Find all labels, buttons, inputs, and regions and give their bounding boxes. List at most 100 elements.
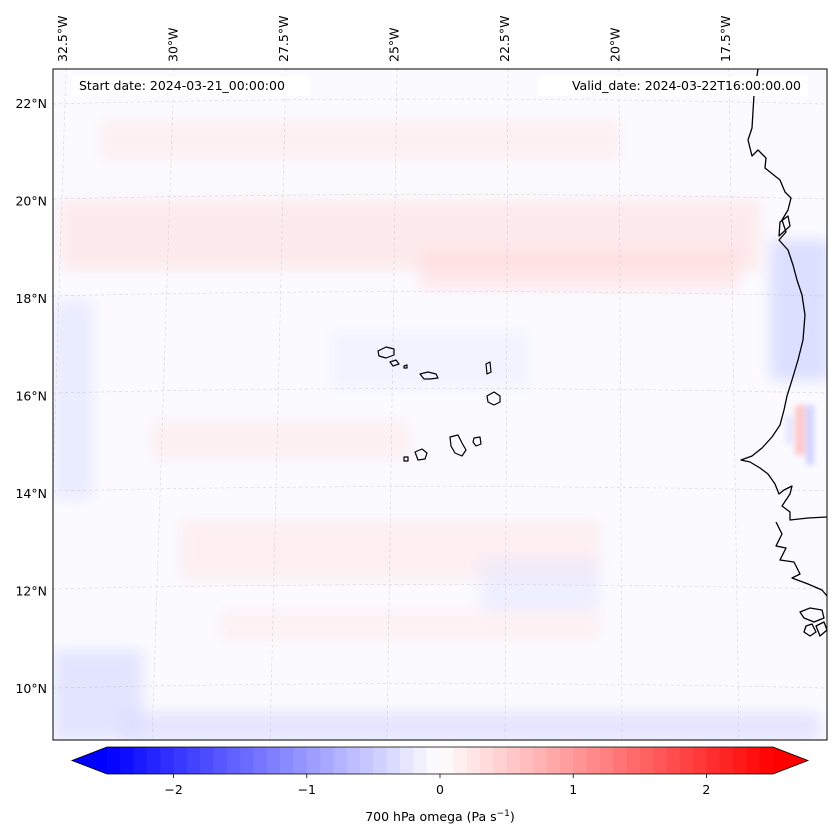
colorbar-cell — [759, 747, 774, 774]
gridline-lon-27-5 — [269, 69, 287, 740]
colorbar-cell — [466, 747, 481, 774]
gridline-lon-22-5 — [504, 69, 509, 740]
colorbar-cell — [280, 747, 295, 774]
colorbar-cell — [160, 747, 175, 774]
start-date-label: Start date: 2024-03-21_00:00:00 — [79, 78, 285, 93]
gridlines — [53, 69, 827, 740]
colorbar-cell — [533, 747, 548, 774]
colorbar-cell — [546, 747, 561, 774]
colorbar-cell — [146, 747, 161, 774]
colorbar-cell — [333, 747, 348, 774]
colorbar-cell — [226, 747, 241, 774]
latitude-labels: 22°N 20°N 18°N 16°N 14°N 12°N 10°N — [15, 96, 47, 696]
colorbar-extend-low — [72, 747, 107, 774]
colorbar-cell — [413, 747, 428, 774]
gridline-lat-22 — [53, 98, 827, 105]
lon-label-0: 32.5°W — [55, 16, 70, 62]
colorbar-cell — [426, 747, 441, 774]
colorbar-cell — [373, 747, 388, 774]
colorbar-cell — [320, 747, 335, 774]
valid-date-label: Valid_date: 2024-03-22T16:00:00.00 — [572, 78, 801, 93]
lat-label-4: 14°N — [15, 486, 47, 501]
island-maio — [472, 436, 482, 447]
field-coastal-features — [786, 405, 814, 465]
colorbar-tick-label-4: 2 — [702, 782, 710, 797]
colorbar-cell — [573, 747, 588, 774]
colorbar-cell — [400, 747, 414, 774]
valid-date-box — [538, 76, 808, 96]
colorbar-cell — [706, 747, 721, 774]
map-panel: Start date: 2024-03-21_00:00:00 Valid_da… — [52, 68, 828, 741]
start-date-box — [72, 76, 310, 96]
colorbar-cell — [493, 747, 508, 774]
island-boa-vista — [486, 391, 501, 406]
colorbar-cell — [266, 747, 281, 774]
lat-label-0: 22°N — [15, 96, 47, 111]
gridline-lat-16 — [53, 388, 827, 394]
colorbar-tick-label-1: −1 — [298, 782, 316, 797]
colorbar-cell — [719, 747, 734, 774]
island-sao-nicolau — [419, 371, 439, 380]
colorbar-cell — [240, 747, 255, 774]
colorbar-cell — [440, 747, 454, 774]
colorbar-cell — [693, 747, 707, 774]
island-sal — [485, 361, 492, 375]
colorbar-cell — [200, 747, 215, 774]
colorbar-cell — [306, 747, 321, 774]
coastline-west-africa — [740, 69, 827, 637]
colorbar-cell — [293, 747, 308, 774]
colorbar-cell — [186, 747, 201, 774]
lon-label-4: 22.5°W — [497, 16, 512, 62]
colorbar-cell — [346, 747, 361, 774]
colorbar: −2 −1 0 1 2 700 hPa omega (Pa s−1) — [70, 746, 810, 824]
cape-verde-islands — [377, 346, 501, 462]
colorbar-cell — [386, 747, 401, 774]
gridline-lon-30 — [151, 69, 175, 740]
colorbar-cell — [213, 747, 228, 774]
colorbar-cell — [506, 747, 521, 774]
colorbar-cell — [253, 747, 268, 774]
colorbar-cell — [653, 747, 668, 774]
colorbar-cell — [173, 747, 188, 774]
colorbar-cell — [360, 747, 374, 774]
colorbar-cell — [746, 747, 761, 774]
colorbar-cell — [107, 747, 121, 774]
gridline-lat-18 — [53, 291, 827, 297]
gridline-lat-10 — [53, 683, 827, 689]
lon-label-3: 25°W — [387, 27, 402, 62]
field-blobs — [53, 120, 827, 740]
lon-label-1: 30°W — [166, 27, 181, 62]
colorbar-cell — [613, 747, 628, 774]
lat-label-6: 10°N — [15, 681, 47, 696]
colorbar-cell — [679, 747, 694, 774]
lat-label-3: 16°N — [15, 389, 47, 404]
lon-label-2: 27.5°W — [276, 16, 291, 62]
island-santo-antao — [377, 346, 395, 359]
gridline-lon-25 — [386, 69, 398, 740]
colorbar-cell — [120, 747, 135, 774]
lat-label-5: 12°N — [15, 584, 47, 599]
colorbar-cell — [666, 747, 681, 774]
gridline-lon-20 — [618, 69, 623, 740]
colorbar-cells — [70, 746, 810, 775]
lat-label-2: 18°N — [15, 291, 47, 306]
island-fogo — [414, 448, 428, 461]
gridline-lat-14 — [53, 486, 827, 492]
lat-label-1: 20°N — [15, 194, 47, 209]
gridline-lat-12 — [53, 584, 827, 590]
gridline-lon-17-5 — [728, 69, 740, 740]
colorbar-cell — [626, 747, 641, 774]
lon-label-6: 17.5°W — [718, 16, 733, 62]
map-frame — [52, 68, 828, 741]
colorbar-cell — [599, 747, 614, 774]
gridline-lat-20 — [53, 194, 827, 200]
omega-field — [53, 69, 827, 740]
island-santa-luzia — [403, 364, 408, 369]
colorbar-cell — [453, 747, 468, 774]
colorbar-cell — [586, 747, 601, 774]
colorbar-tick-label-3: 1 — [569, 782, 577, 797]
colorbar-tick-label-0: −2 — [164, 782, 182, 797]
colorbar-cell — [639, 747, 654, 774]
island-santiago — [449, 434, 467, 457]
